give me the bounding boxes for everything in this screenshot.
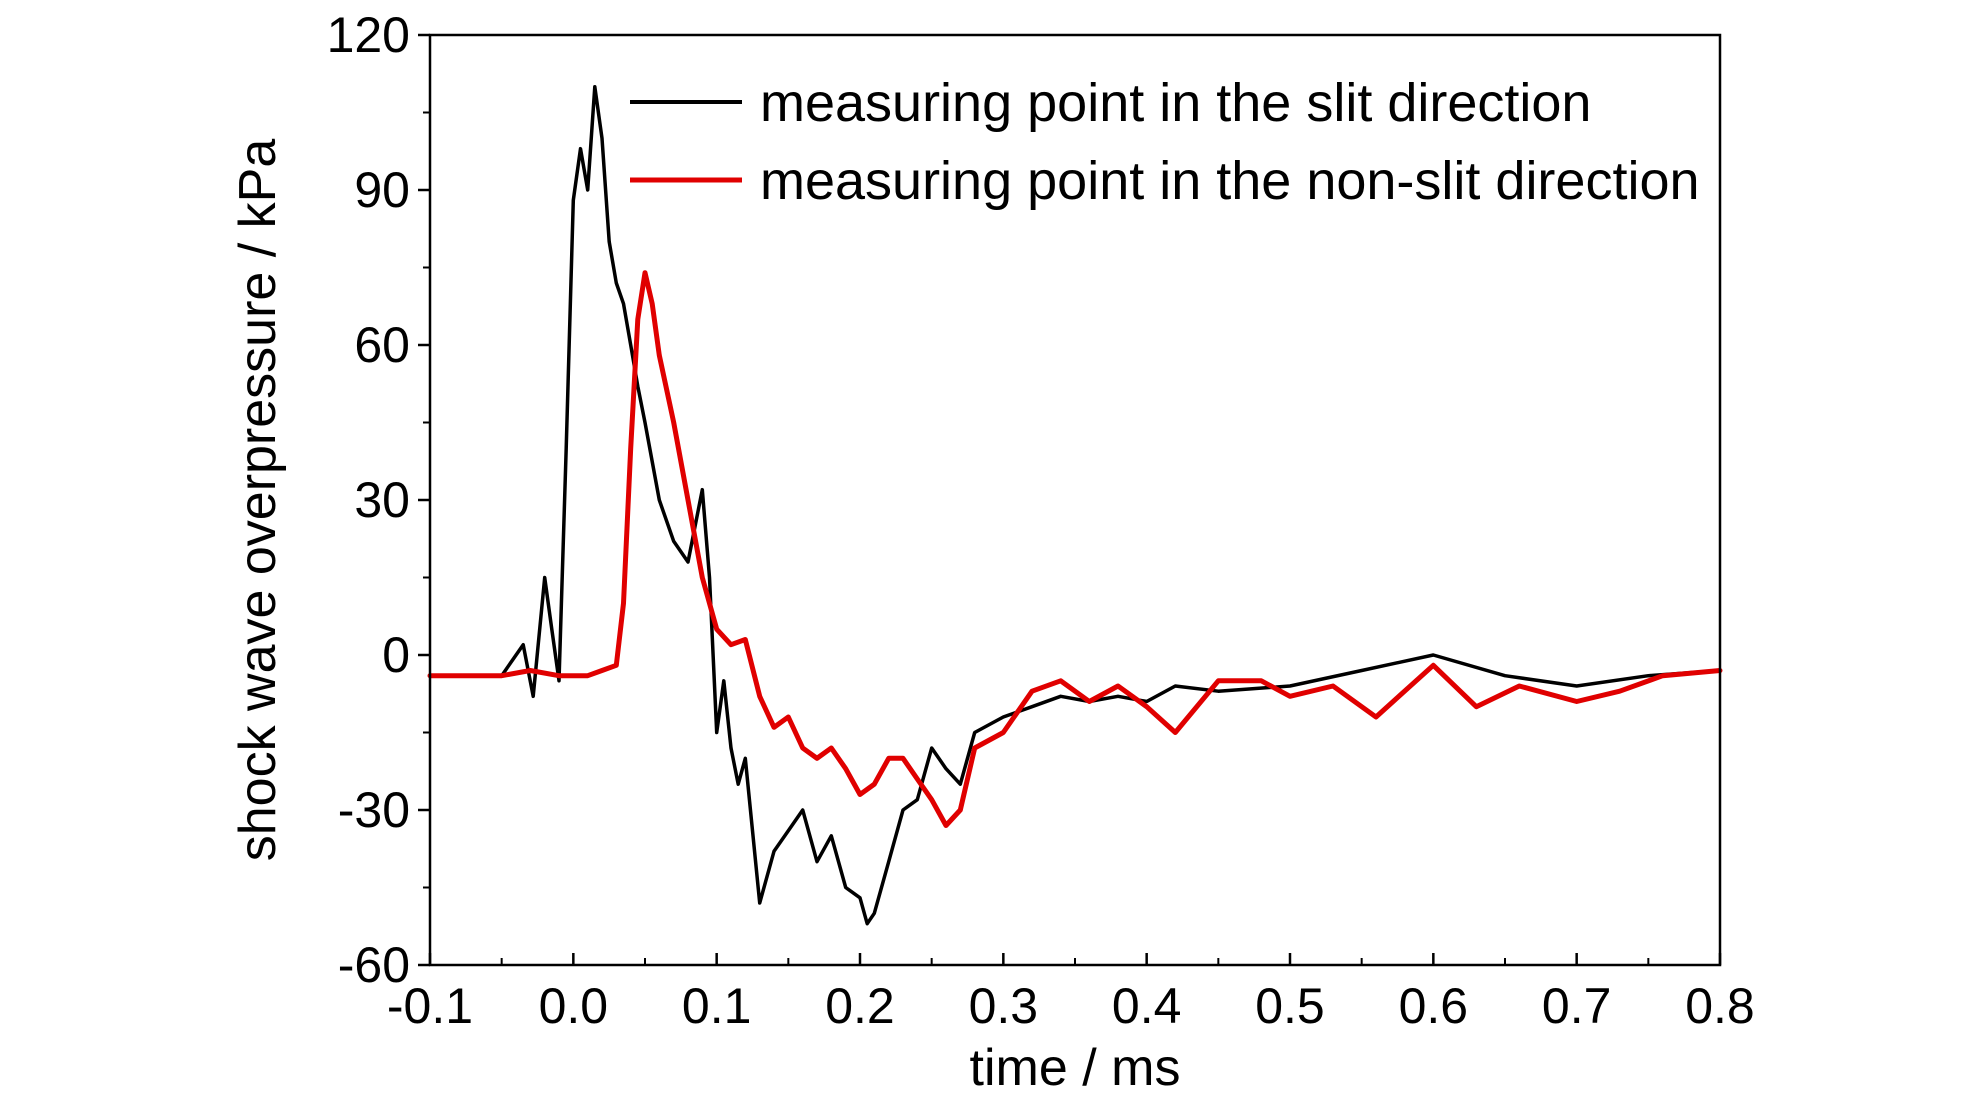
y-tick-label: 120: [327, 7, 410, 63]
series-line-slit: [428, 84, 1722, 926]
y-axis-tick-labels: -60 -30 0 30 60 90 120: [327, 7, 410, 993]
x-tick-label: 0.0: [539, 978, 609, 1034]
legend-label: measuring point in the slit direction: [760, 73, 1591, 133]
y-tick-label: 30: [354, 472, 410, 528]
axis-ticks: [418, 33, 1722, 967]
x-tick-label: 0.5: [1255, 978, 1325, 1034]
legend: measuring point in the slit direction mea…: [630, 73, 1700, 211]
y-tick-label: -60: [338, 937, 410, 993]
x-tick-label: 0.1: [682, 978, 752, 1034]
y-tick-label: 0: [382, 627, 410, 683]
legend-label: measuring point in the non-slit directio…: [760, 151, 1700, 211]
y-tick-label: -30: [338, 782, 410, 838]
y-axis-title: shock wave overpressure / kPa: [229, 139, 287, 862]
series-line-non-slit: [427, 270, 1723, 828]
x-tick-label: 0.3: [969, 978, 1039, 1034]
x-tick-label: 0.4: [1112, 978, 1182, 1034]
x-tick-label: 0.7: [1542, 978, 1612, 1034]
x-axis-tick-labels: -0.1 0.0 0.1 0.2 0.3 0.4 0.5 0.6 0.7 0.8: [387, 978, 1755, 1034]
x-axis-title: time / ms: [970, 1039, 1181, 1097]
x-tick-label: 0.8: [1685, 978, 1755, 1034]
x-tick-label: 0.6: [1399, 978, 1469, 1034]
y-tick-label: 60: [354, 317, 410, 373]
series-layer: [427, 84, 1723, 926]
x-tick-label: -0.1: [387, 978, 473, 1034]
y-tick-label: 90: [354, 162, 410, 218]
x-tick-label: 0.2: [825, 978, 895, 1034]
